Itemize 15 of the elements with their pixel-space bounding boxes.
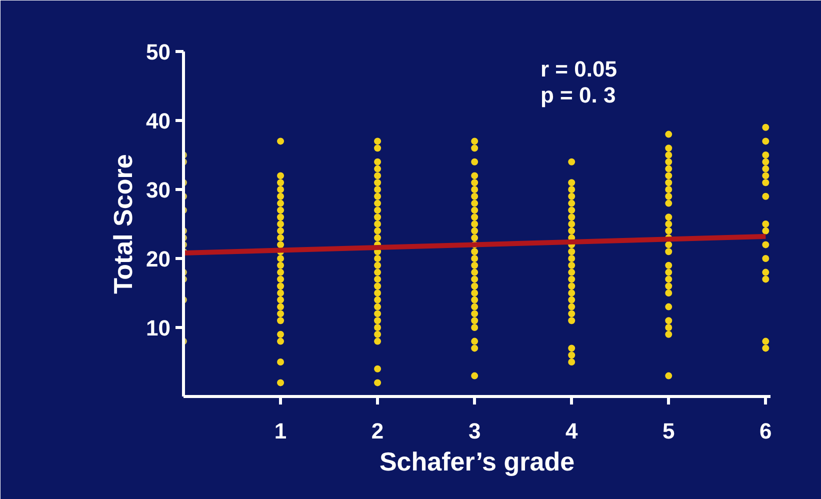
y-tick-label: 40 <box>146 108 171 134</box>
x-tick-label: 6 <box>760 418 772 444</box>
x-tick-label: 5 <box>662 418 675 444</box>
y-tick-label: 20 <box>146 246 171 272</box>
x-tick-label: 2 <box>371 418 384 444</box>
x-tick-label: 3 <box>468 418 481 444</box>
x-tick-label: 4 <box>565 418 578 444</box>
y-tick-label: 30 <box>146 178 171 202</box>
annotation: p = 0. 3 <box>540 82 616 108</box>
annotation: r = 0.05 <box>540 56 617 82</box>
y-tick-label: 10 <box>146 316 171 340</box>
y-tick-label: 50 <box>146 40 171 64</box>
y-axis-title: Total Score <box>108 154 138 294</box>
x-tick-label: 1 <box>274 418 287 444</box>
x-axis-title: Schafer’s grade <box>379 446 575 476</box>
